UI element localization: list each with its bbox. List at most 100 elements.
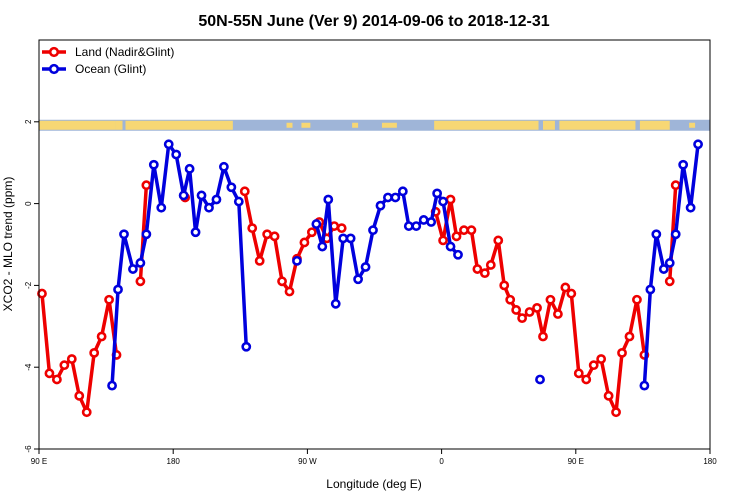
y-tick-label: -6 (24, 445, 33, 453)
data-point (51, 374, 62, 385)
data-point (74, 390, 85, 401)
data-point (670, 180, 681, 191)
data-point (141, 229, 152, 240)
data-point (664, 258, 675, 268)
data-point (411, 221, 422, 231)
data-point (511, 305, 522, 315)
data-point (247, 223, 258, 234)
data-point (645, 284, 656, 295)
data-point (426, 217, 437, 227)
land-strip-patch (286, 122, 293, 128)
data-point (239, 186, 250, 197)
data-point (107, 380, 117, 391)
data-point (553, 309, 563, 319)
legend-label-land: Land (Nadir&Glint) (75, 45, 174, 59)
data-point (493, 235, 504, 246)
x-axis: 90 E 180 90 W 0 90 E 180 (31, 449, 717, 466)
data-point (211, 194, 222, 205)
land-strip-patch (301, 122, 311, 128)
chart-title: 50N-55N June (Ver 9) 2014-09-06 to 2018-… (198, 13, 549, 30)
data-point (254, 255, 265, 266)
data-point (156, 202, 167, 213)
data-point (596, 354, 607, 364)
land-strip-span (39, 120, 116, 130)
data-point (466, 225, 477, 236)
data-point (632, 294, 642, 305)
land-strip-span (639, 120, 670, 130)
data-point (538, 331, 548, 342)
land-strip-span (559, 120, 636, 130)
data-point (535, 374, 545, 385)
ocean-strip (39, 119, 710, 131)
data-point (218, 161, 229, 172)
legend-marker-land (48, 46, 60, 58)
data-point (693, 139, 703, 150)
data-point (89, 347, 100, 358)
x-tick-label: 180 (167, 457, 181, 466)
data-point (588, 360, 599, 371)
legend-label-ocean: Ocean (Glint) (75, 62, 146, 76)
data-point (135, 276, 146, 287)
data-point (545, 294, 556, 305)
data-point (403, 221, 414, 231)
y-axis-label: XCO2 - MLO trend (ppm) (1, 177, 15, 312)
x-tick-label: 90 E (31, 457, 47, 466)
data-point (390, 192, 401, 203)
data-point (383, 192, 393, 203)
data-point (353, 274, 363, 285)
data-point (330, 298, 341, 309)
data-point (292, 255, 302, 266)
land-strip-span (542, 120, 555, 130)
data-point (336, 223, 347, 234)
data-point (345, 233, 356, 244)
data-point (311, 219, 322, 229)
data-point (119, 229, 129, 240)
data-point (445, 241, 456, 252)
data-point (178, 190, 189, 201)
series-land (37, 180, 681, 418)
y-tick-label: 0 (24, 201, 33, 206)
x-tick-label: 90 W (298, 457, 317, 466)
data-point (317, 241, 328, 252)
data-point (135, 258, 146, 268)
data-point (233, 196, 244, 207)
data-point (451, 231, 462, 242)
data-point (432, 188, 443, 199)
data-point (113, 284, 123, 295)
data-point (485, 260, 496, 270)
data-point (664, 276, 675, 287)
data-point (685, 202, 696, 213)
data-point (445, 194, 456, 205)
data-point (524, 307, 535, 317)
data-point (96, 331, 107, 342)
data-point (306, 227, 317, 238)
data-point (375, 200, 386, 211)
data-point (397, 186, 408, 197)
data-point (517, 313, 528, 324)
land-strip-patch (352, 122, 359, 128)
y-axis: -6 -4 -2 0 2 (24, 119, 39, 453)
data-point (241, 341, 252, 352)
data-point (603, 390, 614, 401)
data-point (226, 182, 237, 193)
data-point (44, 368, 55, 379)
series-layer (37, 139, 703, 418)
data-point (148, 159, 159, 170)
data-point (459, 225, 469, 236)
land-strip-span (115, 120, 123, 130)
data-point (81, 407, 92, 418)
x-tick-label: 0 (439, 457, 444, 466)
data-point (505, 294, 516, 305)
legend: Land (Nadir&Glint) Ocean (Glint) (42, 45, 174, 76)
data-point (624, 331, 635, 342)
data-point (171, 149, 182, 160)
data-point (184, 163, 195, 174)
data-point (262, 229, 273, 240)
series-ocean (107, 139, 703, 391)
data-point (678, 159, 689, 170)
data-point (104, 294, 114, 305)
data-point (617, 347, 627, 358)
data-point (532, 302, 542, 313)
y-tick-label: 2 (24, 119, 33, 124)
